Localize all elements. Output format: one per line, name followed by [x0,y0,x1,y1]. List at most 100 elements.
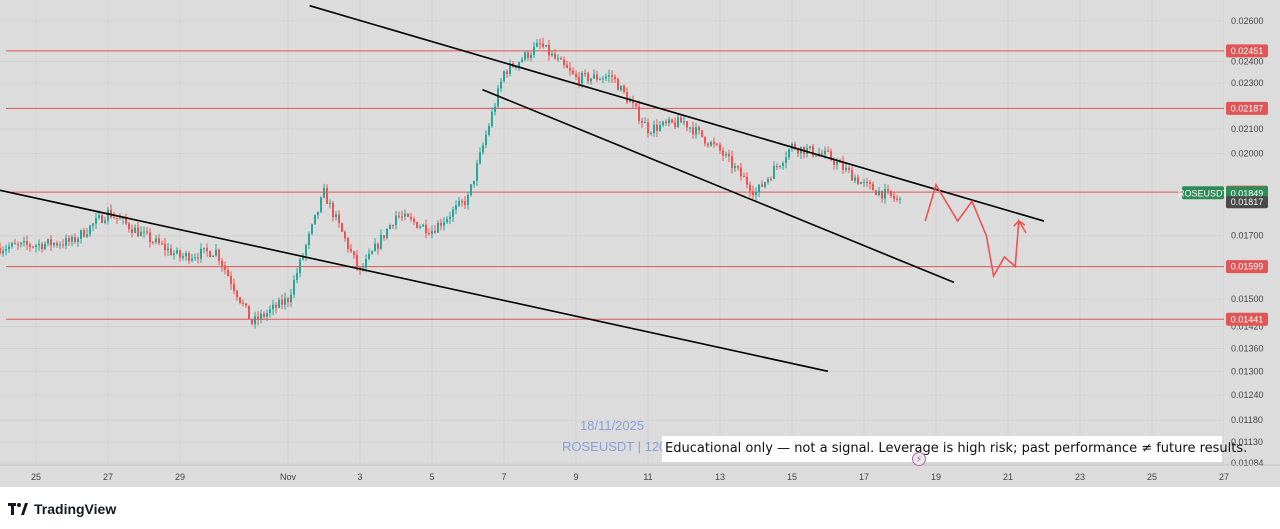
candle-body [2,250,4,254]
candle-body [755,192,757,195]
candle-body [332,202,334,218]
candle-body [662,121,664,126]
candle-body [773,166,775,179]
candle-body [650,132,652,134]
candle-body [797,149,799,154]
low-price-label: 0.01817 [1231,197,1264,207]
candle-body [287,298,289,303]
candle-body [740,167,742,177]
candle-body [653,124,655,133]
candle-body [617,79,619,91]
candle-body [758,184,760,193]
candle-body [521,59,523,63]
candle-body [0,247,1,254]
candle-body [173,253,175,256]
candle-body [374,243,376,252]
candle-body [548,45,550,56]
candle-body [518,62,520,67]
candle-body [293,279,295,295]
candle-body [263,313,265,317]
candle-body [92,223,94,226]
candle-body [491,111,493,127]
candle-body [608,75,610,77]
candle-body [725,154,727,156]
candle-body [206,247,208,252]
candle-body [383,235,385,238]
y-tick-label: 0.02400 [1231,56,1264,66]
y-tick-label: 0.01240 [1231,390,1264,400]
candle-body [821,153,823,155]
candle-body [482,145,484,153]
candle-body [59,244,61,246]
candle-body [641,120,643,123]
candle-body [566,64,568,69]
price-level-badge [1226,260,1268,274]
candle-body [110,209,112,218]
candle-body [365,259,367,268]
watermark-date: 18/11/2025 [580,418,644,433]
y-tick-label: 0.02600 [1231,16,1264,26]
candle-body [557,58,559,60]
candle-body [224,265,226,270]
candle-body [689,127,691,129]
price-level-badge-label: 0.02451 [1231,46,1264,56]
candle-body [170,248,172,256]
price-chart[interactable]: 0.02600 0.02400 0.02300 0.02100 0.02000 0.017… [0,0,1280,487]
candle-body [131,229,133,233]
candle-body [338,214,340,224]
x-tick-label: 19 [931,472,941,482]
chart-area[interactable]: 0.02600 0.02400 0.02300 0.02100 0.02000 0.017… [0,0,1280,487]
y-tick-label: 0.01300 [1231,366,1264,376]
x-tick-label: Nov [280,472,297,482]
trendline [482,88,955,284]
price-level-badge-label: 0.02187 [1231,103,1264,113]
lightning-icon[interactable]: ⚡ [912,452,926,466]
candle-body [707,143,709,146]
candle-body [542,43,544,47]
candle-body [422,224,424,227]
candle-body [554,53,556,59]
tradingview-brand[interactable]: TradingView [8,500,116,518]
candle-body [212,255,214,258]
candle-body [746,176,748,185]
candle-body [671,119,673,123]
candle-body [587,73,589,82]
candle-body [530,55,532,59]
x-tick-label: 23 [1075,472,1085,482]
candle-body [845,167,847,170]
projection-arrowhead [1013,220,1026,227]
x-tick-label: 11 [643,472,652,482]
candle-body [152,242,154,244]
candle-body [893,195,895,199]
candle-body [824,150,826,155]
candle-body [437,223,439,233]
candle-body [32,246,34,248]
candle-body [776,166,778,168]
candle-body [176,250,178,254]
candle-body [326,188,328,204]
projection-path [924,182,1027,279]
candle-body [458,201,460,206]
candle-body [386,229,388,238]
candle-body [581,72,583,84]
candle-body [869,182,871,184]
candle-body [896,198,898,200]
candle-body [743,176,745,178]
candle-body [449,216,451,219]
candle-body [392,225,394,227]
candle-body [701,130,703,137]
candle-body [728,154,730,157]
candle-body [899,198,901,200]
candle-body [626,92,628,103]
candle-body [434,230,436,233]
candle-body [284,298,286,305]
time-axis: 25 27 29 Nov 3 5 7 9 11 13 15 17 19 21 23 25 27 [0,464,1280,482]
candle-body [752,191,754,195]
candle-body [536,43,538,47]
candle-body [710,142,712,146]
symbol-badge [1182,186,1224,200]
candle-body [848,167,850,170]
candle-body [20,242,22,245]
candle-body [209,251,211,258]
candle-body [665,121,667,124]
